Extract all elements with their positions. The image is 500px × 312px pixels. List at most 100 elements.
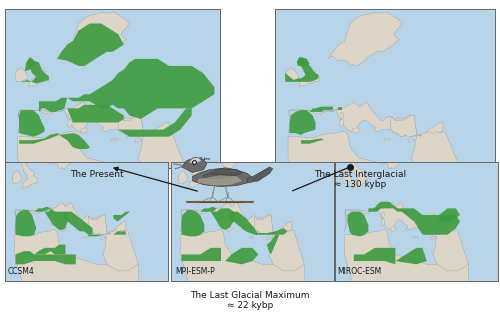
Polygon shape — [390, 227, 396, 232]
Polygon shape — [374, 119, 426, 169]
Polygon shape — [210, 119, 262, 169]
Polygon shape — [88, 232, 126, 236]
Polygon shape — [248, 167, 273, 183]
Polygon shape — [192, 168, 253, 187]
Polygon shape — [58, 23, 124, 66]
Polygon shape — [22, 161, 38, 188]
Polygon shape — [290, 110, 316, 135]
Polygon shape — [114, 212, 130, 222]
Polygon shape — [34, 245, 66, 255]
Polygon shape — [269, 230, 304, 271]
Polygon shape — [267, 235, 280, 255]
Polygon shape — [64, 212, 92, 235]
Polygon shape — [101, 236, 106, 240]
Text: 1000 km: 1000 km — [192, 157, 210, 160]
Text: CCSM4: CCSM4 — [8, 267, 34, 276]
Text: The Last Interglacial
≈ 130 kybp: The Last Interglacial ≈ 130 kybp — [314, 170, 406, 189]
Polygon shape — [64, 105, 124, 123]
Polygon shape — [225, 248, 258, 264]
Polygon shape — [180, 202, 276, 235]
Polygon shape — [382, 218, 384, 226]
Polygon shape — [204, 169, 242, 179]
Polygon shape — [217, 218, 220, 226]
Polygon shape — [44, 119, 96, 169]
Polygon shape — [34, 207, 51, 212]
Text: The Present: The Present — [70, 170, 124, 179]
Polygon shape — [296, 57, 310, 66]
Polygon shape — [16, 251, 76, 264]
Polygon shape — [111, 139, 118, 140]
Polygon shape — [39, 59, 214, 119]
Polygon shape — [118, 108, 192, 137]
Polygon shape — [14, 230, 138, 294]
Polygon shape — [418, 215, 456, 235]
Polygon shape — [433, 230, 468, 271]
Polygon shape — [374, 202, 460, 235]
Polygon shape — [189, 158, 202, 163]
Polygon shape — [368, 207, 381, 212]
Polygon shape — [68, 112, 72, 119]
Polygon shape — [411, 131, 461, 176]
Polygon shape — [80, 128, 88, 133]
Polygon shape — [118, 115, 169, 137]
Polygon shape — [352, 128, 360, 133]
Polygon shape — [198, 175, 242, 186]
Polygon shape — [218, 212, 220, 218]
Polygon shape — [431, 236, 436, 240]
Polygon shape — [344, 202, 440, 235]
Polygon shape — [83, 236, 88, 238]
Polygon shape — [135, 139, 142, 142]
Polygon shape — [230, 212, 258, 235]
Polygon shape — [267, 236, 272, 240]
Polygon shape — [18, 102, 148, 137]
Polygon shape — [182, 248, 221, 261]
Polygon shape — [188, 161, 204, 188]
Polygon shape — [60, 227, 66, 232]
Polygon shape — [20, 59, 49, 84]
Polygon shape — [328, 13, 402, 66]
Polygon shape — [382, 212, 384, 218]
Polygon shape — [352, 161, 368, 188]
Polygon shape — [391, 115, 443, 137]
Polygon shape — [59, 133, 90, 149]
Polygon shape — [200, 207, 217, 212]
Polygon shape — [408, 139, 416, 142]
Polygon shape — [413, 236, 418, 238]
Polygon shape — [88, 215, 126, 235]
Polygon shape — [288, 131, 460, 200]
Polygon shape — [396, 248, 426, 264]
Polygon shape — [340, 112, 344, 119]
Polygon shape — [254, 215, 292, 235]
Polygon shape — [103, 230, 138, 271]
Polygon shape — [182, 210, 204, 236]
Polygon shape — [354, 248, 396, 264]
Polygon shape — [58, 13, 130, 66]
Polygon shape — [182, 158, 207, 173]
Polygon shape — [138, 131, 186, 176]
Polygon shape — [180, 230, 304, 294]
Polygon shape — [226, 227, 232, 232]
Polygon shape — [439, 208, 460, 222]
Polygon shape — [68, 119, 72, 127]
Polygon shape — [16, 210, 36, 236]
Polygon shape — [52, 212, 54, 218]
Polygon shape — [348, 212, 368, 236]
Polygon shape — [340, 119, 344, 127]
Polygon shape — [310, 107, 333, 112]
Polygon shape — [25, 57, 36, 71]
Polygon shape — [28, 57, 49, 87]
Polygon shape — [249, 236, 254, 238]
Polygon shape — [301, 139, 324, 144]
Polygon shape — [18, 131, 186, 200]
Polygon shape — [285, 68, 298, 82]
Polygon shape — [178, 170, 188, 184]
Polygon shape — [285, 57, 318, 82]
Polygon shape — [288, 102, 421, 137]
Polygon shape — [342, 170, 351, 184]
Polygon shape — [337, 107, 342, 110]
Polygon shape — [44, 208, 68, 230]
Polygon shape — [298, 57, 320, 87]
Polygon shape — [12, 170, 22, 184]
Polygon shape — [52, 218, 54, 226]
Text: MIROC-ESM: MIROC-ESM — [338, 267, 382, 276]
